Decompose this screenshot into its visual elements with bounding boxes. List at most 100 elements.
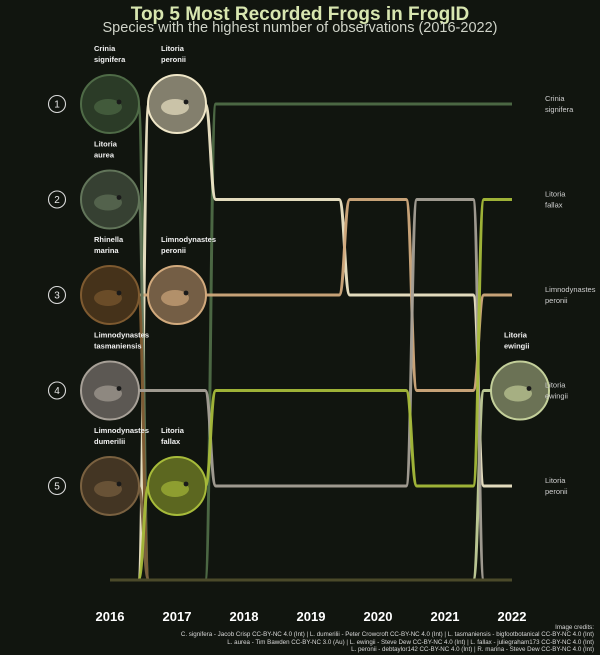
credits-line: Image credits: bbox=[555, 624, 594, 631]
rank-badge: 5 bbox=[47, 476, 67, 496]
end-label-line: peronii bbox=[545, 487, 568, 496]
series-line bbox=[110, 198, 512, 582]
species-label-line: Litoria bbox=[504, 331, 528, 340]
frog-body-shape bbox=[161, 481, 189, 497]
species-label-line: aurea bbox=[94, 151, 115, 160]
x-tick-label: 2016 bbox=[96, 609, 125, 624]
frog-body-shape bbox=[94, 194, 122, 211]
frog-eye bbox=[183, 99, 189, 105]
frog-photo bbox=[80, 169, 140, 230]
end-label: Crinia signifera bbox=[545, 94, 574, 114]
frog-photo bbox=[147, 265, 207, 325]
frog-eye bbox=[183, 481, 189, 487]
end-label: Litoria peronii bbox=[545, 476, 568, 496]
end-label-line: fallax bbox=[545, 201, 563, 210]
species-label-line: Limnodynastes bbox=[161, 235, 216, 244]
end-label: Litoria ewingii bbox=[545, 381, 568, 401]
rank-circle bbox=[47, 285, 67, 305]
series-lines bbox=[110, 102, 512, 582]
frog-body-shape bbox=[94, 481, 122, 497]
rank-circle bbox=[47, 190, 67, 209]
chart-subtitle: Species with the highest number of obser… bbox=[102, 20, 498, 36]
species-label: Rhinella marina bbox=[94, 235, 124, 255]
end-label-line: signifera bbox=[545, 105, 574, 114]
species-label-line: Litoria bbox=[161, 426, 185, 435]
end-label: Litoria fallax bbox=[545, 190, 566, 210]
rank-badge: 1 bbox=[47, 94, 67, 114]
rank-label: 3 bbox=[54, 291, 60, 302]
rank-circle bbox=[47, 476, 67, 496]
species-label: Litoria peronii bbox=[161, 44, 186, 64]
rank-label: 1 bbox=[54, 100, 60, 111]
end-label-line: Crinia bbox=[545, 94, 565, 103]
frog-photo bbox=[80, 360, 140, 421]
image-credits: Image credits: C. signifera - Jacob Cris… bbox=[181, 624, 594, 654]
frog-photo bbox=[80, 456, 140, 516]
species-label-line: Litoria bbox=[161, 44, 185, 53]
frog-body-shape bbox=[161, 290, 189, 306]
x-tick-label: 2020 bbox=[364, 609, 393, 624]
frog-body-shape bbox=[504, 385, 532, 402]
credits-line: L. aurea - Tim Bawden CC-BY-NC 3.0 (Au) … bbox=[227, 638, 594, 646]
frog-eye bbox=[116, 481, 122, 487]
credits-line: C. signifera - Jacob Crisp CC-BY-NC 4.0 … bbox=[180, 631, 594, 639]
rank-badge: 2 bbox=[47, 190, 67, 209]
end-label-line: Litoria bbox=[545, 190, 566, 199]
frog-body-shape bbox=[94, 385, 122, 402]
species-label: Limnodynastes dumerilii bbox=[94, 426, 149, 446]
end-label-line: Litoria bbox=[545, 381, 566, 390]
species-label-line: peronii bbox=[161, 55, 186, 64]
rank-badge: 3 bbox=[47, 285, 67, 305]
frog-eye bbox=[116, 195, 122, 200]
x-tick-label: 2021 bbox=[431, 609, 460, 624]
species-label-line: ewingii bbox=[504, 342, 529, 351]
frog-photo bbox=[490, 360, 550, 421]
x-tick-label: 2019 bbox=[297, 609, 326, 624]
species-label: Litoria fallax bbox=[161, 426, 185, 446]
rank-circle bbox=[47, 381, 67, 400]
frog-eye bbox=[183, 290, 189, 296]
frog-body-shape bbox=[94, 290, 122, 306]
species-label: Litoria ewingii bbox=[504, 331, 529, 351]
species-label: Litoria aurea bbox=[94, 140, 118, 160]
frog-photo bbox=[80, 265, 140, 325]
rank-badge: 4 bbox=[47, 381, 67, 400]
chart-title: Top 5 Most Recorded Frogs in FrogID bbox=[130, 4, 470, 25]
species-label: Crinia signifera bbox=[94, 44, 126, 64]
credits-line: L. peronii - debtaylor142 CC-BY-NC 4.0 (… bbox=[351, 646, 594, 654]
frog-body-shape bbox=[161, 99, 189, 115]
end-label-line: peronii bbox=[545, 296, 568, 305]
x-tick-label: 2022 bbox=[498, 609, 527, 624]
species-label-line: Rhinella bbox=[94, 235, 124, 244]
end-label-line: Litoria bbox=[545, 476, 566, 485]
frog-eye bbox=[116, 290, 122, 296]
species-label-line: Limnodynastes bbox=[94, 331, 149, 340]
frog-eye bbox=[526, 386, 532, 391]
species-label-line: Limnodynastes bbox=[94, 426, 149, 435]
end-label-line: ewingii bbox=[545, 392, 568, 401]
frog-photo bbox=[147, 74, 207, 134]
species-label: Limnodynastes peronii bbox=[161, 235, 216, 255]
frog-eye bbox=[116, 99, 122, 105]
end-label: Limnodynastes peronii bbox=[545, 285, 596, 305]
species-label: Limnodynastes tasmaniensis bbox=[94, 331, 149, 351]
rank-label: 5 bbox=[54, 482, 60, 493]
species-label-line: dumerilii bbox=[94, 437, 125, 446]
x-tick-label: 2017 bbox=[163, 609, 192, 624]
species-label-line: fallax bbox=[161, 437, 181, 446]
rank-label: 2 bbox=[54, 195, 60, 206]
rank-circle bbox=[47, 94, 67, 114]
end-label-line: Limnodynastes bbox=[545, 285, 596, 294]
frog-eye bbox=[116, 386, 122, 391]
frog-photo bbox=[80, 74, 140, 134]
species-label-line: Crinia bbox=[94, 44, 116, 53]
x-tick-label: 2018 bbox=[230, 609, 259, 624]
species-label-line: peronii bbox=[161, 246, 186, 255]
species-label-line: signifera bbox=[94, 55, 126, 64]
frog-body-shape bbox=[94, 99, 122, 115]
series-line bbox=[110, 198, 512, 582]
rank-label: 4 bbox=[54, 386, 60, 397]
frog-photo bbox=[147, 456, 207, 516]
species-label-line: marina bbox=[94, 246, 119, 255]
